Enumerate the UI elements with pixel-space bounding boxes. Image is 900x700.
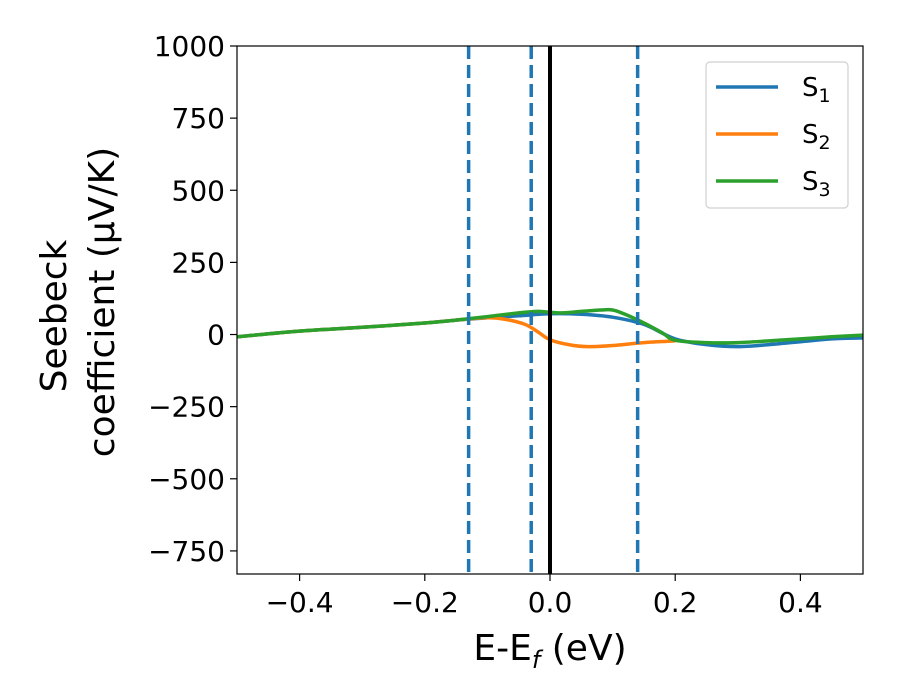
y-tick-label: 1000 xyxy=(154,30,225,63)
x-tick-label: 0.2 xyxy=(653,586,698,619)
y-axis-label-line1: Seebeck xyxy=(34,239,75,392)
plot-area xyxy=(236,45,864,575)
x-axis-label-main: E-E xyxy=(473,628,531,669)
axis-ticks: −0.4 −0.2 0.0 0.2 0.4 1000 750 500 250 0 −250 −500 −… xyxy=(148,30,823,619)
x-tick-label: 0.4 xyxy=(778,586,823,619)
series-line-s3 xyxy=(237,307,863,345)
y-axis-label-line2: coefficient (μV/K) xyxy=(82,147,123,457)
y-tick-label: −250 xyxy=(148,391,225,424)
legend-label-main: S xyxy=(802,73,819,103)
legend-label-s1: S1 xyxy=(802,73,831,107)
legend-label-s3: S3 xyxy=(802,167,831,201)
y-tick-label: 0 xyxy=(207,319,225,352)
legend-label-main: S xyxy=(802,120,819,150)
y-tick-label: −750 xyxy=(148,535,225,568)
y-tick-label: 500 xyxy=(172,174,225,207)
y-tick-label: 750 xyxy=(172,102,225,135)
legend-label-subscript: 1 xyxy=(819,85,831,107)
x-tick-label: −0.4 xyxy=(266,586,334,619)
x-tick-label: −0.2 xyxy=(391,586,459,619)
x-tick-label: 0.0 xyxy=(528,586,573,619)
legend-label-s2: S2 xyxy=(802,120,831,154)
legend-label-subscript: 3 xyxy=(819,179,831,201)
x-axis-label-suffix: (eV) xyxy=(540,628,626,669)
y-tick-label: 250 xyxy=(172,246,225,279)
x-axis-label: E-Ef (eV) xyxy=(473,628,626,674)
legend-label-main: S xyxy=(802,167,819,197)
y-tick-label: −500 xyxy=(148,463,225,496)
plot-content xyxy=(237,46,863,574)
legend-label-subscript: 2 xyxy=(819,132,831,154)
